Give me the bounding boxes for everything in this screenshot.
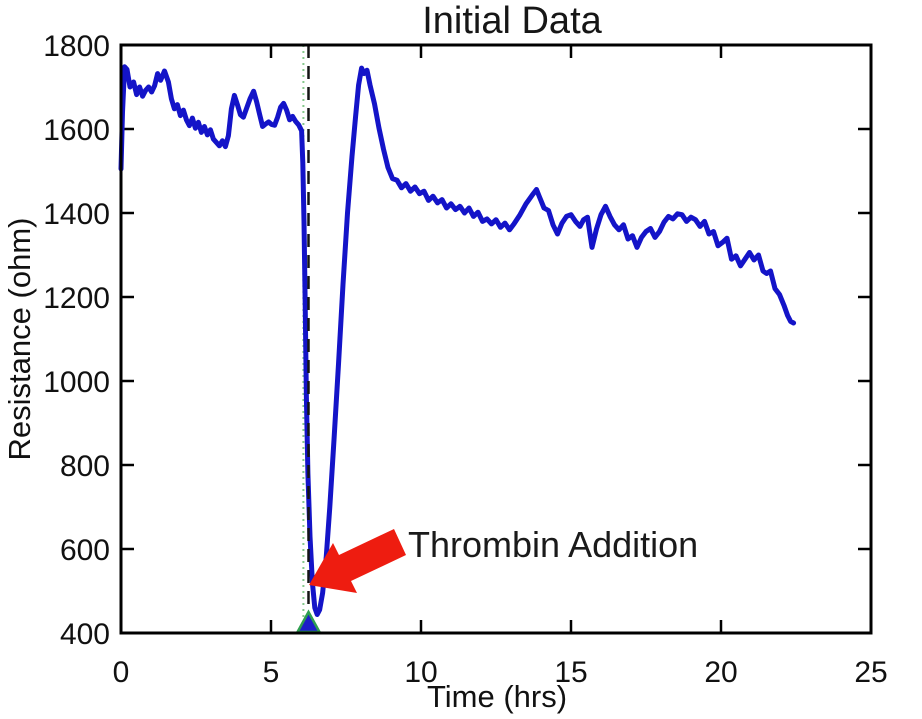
x-tick-label: 0 [113, 656, 130, 689]
annotation-thrombin-addition: Thrombin Addition [408, 524, 698, 565]
plot-frame [119, 43, 873, 635]
y-ticks-group: 400 600 800 1000 1200 1400 1600 1800 [43, 30, 871, 651]
x-tick-label: 20 [704, 656, 737, 689]
y-tick-label: 1200 [43, 282, 110, 315]
x-tick-label: 10 [404, 656, 437, 689]
x-axis-label: Time (hrs) [427, 679, 567, 714]
y-tick-label: 1400 [43, 198, 110, 231]
y-tick-label: 1600 [43, 114, 110, 147]
thrombin-arrow-icon [309, 529, 406, 593]
y-axis-label: Resistance (ohm) [2, 218, 37, 461]
chart-title: Initial Data [422, 0, 602, 42]
y-tick-label: 600 [60, 534, 110, 567]
x-tick-label: 25 [854, 656, 887, 689]
resistance-line [118, 64, 797, 617]
y-tick-label: 800 [60, 450, 110, 483]
x-tick-label: 15 [554, 656, 587, 689]
y-tick-label: 1800 [43, 30, 110, 63]
y-tick-label: 400 [60, 618, 110, 651]
x-tick-label: 5 [263, 656, 280, 689]
y-tick-label: 1000 [43, 366, 110, 399]
